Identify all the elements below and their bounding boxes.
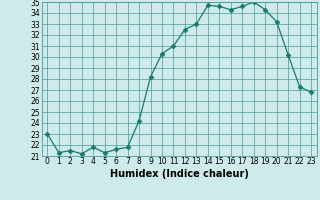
X-axis label: Humidex (Indice chaleur): Humidex (Indice chaleur) [110,169,249,179]
